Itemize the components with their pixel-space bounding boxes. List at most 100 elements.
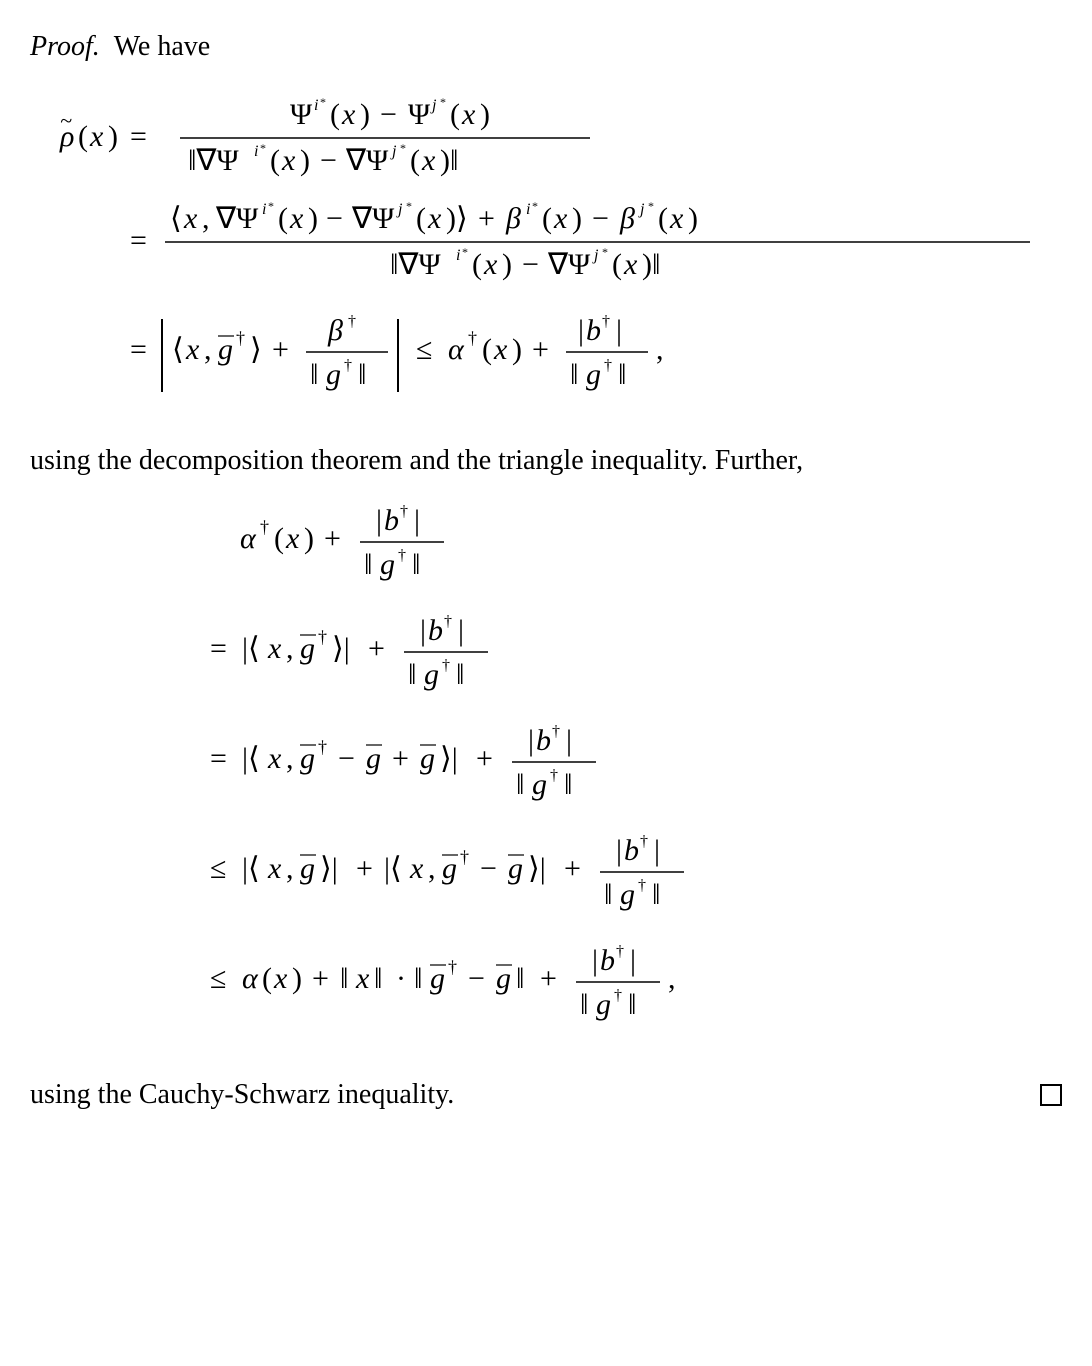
svg-text:(: ( bbox=[416, 202, 426, 235]
svg-text:†: † bbox=[460, 847, 469, 867]
svg-text:−: − bbox=[480, 852, 497, 885]
svg-text:x: x bbox=[461, 98, 476, 131]
svg-text:‖: ‖ bbox=[652, 878, 660, 911]
svg-text:⟩|: ⟩| bbox=[332, 632, 350, 665]
svg-text:j: j bbox=[638, 201, 645, 218]
proof-mid-text: using the decomposition theorem and the … bbox=[30, 442, 1062, 480]
svg-text:(: ( bbox=[78, 120, 88, 153]
svg-text:g: g bbox=[300, 632, 315, 665]
svg-text:−: − bbox=[522, 248, 539, 281]
svg-text:g: g bbox=[300, 852, 315, 885]
svg-text:g: g bbox=[586, 358, 601, 391]
svg-text:~: ~ bbox=[60, 108, 72, 133]
svg-text:): ) bbox=[300, 144, 310, 177]
svg-text:): ) bbox=[108, 120, 118, 153]
svg-text:‖: ‖ bbox=[516, 768, 524, 801]
svg-text:i: i bbox=[314, 97, 318, 114]
svg-text:|: | bbox=[578, 314, 584, 347]
svg-text:⟩|: ⟩| bbox=[528, 852, 546, 885]
svg-text:g: g bbox=[596, 988, 611, 1021]
svg-text:g: g bbox=[508, 852, 523, 885]
svg-text:x: x bbox=[185, 333, 200, 366]
svg-text:i: i bbox=[456, 247, 460, 264]
svg-text:†: † bbox=[552, 723, 560, 740]
svg-text:∇Ψ: ∇Ψ bbox=[351, 202, 395, 235]
svg-text:≤: ≤ bbox=[210, 852, 226, 885]
svg-text:=: = bbox=[130, 120, 147, 153]
proof-closing-line: using the Cauchy-Schwarz inequality. bbox=[30, 1076, 1062, 1114]
svg-text:x: x bbox=[553, 202, 568, 235]
svg-text:): ) bbox=[502, 248, 512, 281]
svg-text:x: x bbox=[267, 742, 282, 775]
svg-text:x: x bbox=[267, 632, 282, 665]
svg-text:*: * bbox=[268, 199, 274, 213]
svg-text:x: x bbox=[493, 333, 508, 366]
svg-text:*: * bbox=[320, 95, 326, 109]
svg-text:†: † bbox=[468, 328, 477, 348]
svg-text:)⟩: )⟩ bbox=[446, 202, 468, 235]
svg-text:|: | bbox=[414, 504, 420, 537]
svg-text:⟨: ⟨ bbox=[172, 333, 184, 366]
svg-text:): ) bbox=[512, 333, 522, 366]
svg-text:x: x bbox=[289, 202, 304, 235]
svg-text:‖: ‖ bbox=[412, 548, 420, 581]
svg-text:(: ( bbox=[270, 144, 280, 177]
svg-text:⟩|: ⟩| bbox=[320, 852, 338, 885]
svg-text:≤: ≤ bbox=[210, 962, 226, 995]
svg-text:‖: ‖ bbox=[408, 658, 416, 691]
svg-text:α: α bbox=[448, 333, 465, 366]
equation-block-2: α † ( x ) + | b † | ‖ g † ‖ = |⟨ x , g †… bbox=[30, 498, 1062, 1058]
svg-text:x: x bbox=[267, 852, 282, 885]
svg-text:g: g bbox=[420, 742, 435, 775]
svg-text:(: ( bbox=[330, 98, 340, 131]
svg-text:†: † bbox=[398, 547, 406, 564]
svg-text:b: b bbox=[428, 614, 443, 647]
svg-text:i: i bbox=[254, 143, 258, 160]
svg-text:g: g bbox=[424, 658, 439, 691]
svg-text:‖: ‖ bbox=[374, 962, 382, 995]
svg-text:|: | bbox=[616, 834, 622, 867]
svg-text:,: , bbox=[286, 632, 294, 665]
svg-text:,: , bbox=[668, 962, 676, 995]
svg-text:β: β bbox=[619, 202, 635, 235]
equation-2-svg: α † ( x ) + | b † | ‖ g † ‖ = |⟨ x , g †… bbox=[30, 498, 1060, 1058]
svg-text:‖: ‖ bbox=[414, 962, 422, 995]
svg-text:(: ( bbox=[612, 248, 622, 281]
svg-text:†: † bbox=[442, 657, 450, 674]
proof-closing-text: using the Cauchy-Schwarz inequality. bbox=[30, 1079, 454, 1110]
svg-text:*: * bbox=[648, 199, 654, 213]
svg-text:)‖: )‖ bbox=[642, 248, 660, 281]
svg-text:‖: ‖ bbox=[310, 358, 318, 391]
svg-text:): ) bbox=[304, 522, 314, 555]
svg-text:†: † bbox=[550, 767, 558, 784]
svg-text:): ) bbox=[572, 202, 582, 235]
svg-text:,: , bbox=[202, 202, 210, 235]
svg-text:⟩: ⟩ bbox=[250, 333, 262, 366]
svg-text:−: − bbox=[338, 742, 355, 775]
svg-text:=: = bbox=[210, 742, 227, 775]
svg-text:i: i bbox=[262, 201, 266, 218]
svg-text:g: g bbox=[366, 742, 381, 775]
svg-text:⟩|: ⟩| bbox=[440, 742, 458, 775]
svg-text:‖: ‖ bbox=[358, 358, 366, 391]
svg-text:†: † bbox=[344, 357, 352, 374]
svg-text:*: * bbox=[602, 245, 608, 259]
svg-text:†: † bbox=[640, 833, 648, 850]
svg-text:x: x bbox=[89, 120, 104, 153]
svg-text:x: x bbox=[285, 522, 300, 555]
svg-text:|⟨: |⟨ bbox=[242, 852, 260, 885]
svg-text:|: | bbox=[420, 614, 426, 647]
proof-heading-line: Proof. We have bbox=[30, 28, 1062, 66]
svg-text:(: ( bbox=[482, 333, 492, 366]
svg-text:‖: ‖ bbox=[456, 658, 464, 691]
svg-text:g: g bbox=[300, 742, 315, 775]
svg-text:β: β bbox=[505, 202, 521, 235]
svg-text:‖: ‖ bbox=[604, 878, 612, 911]
svg-text:x: x bbox=[273, 962, 288, 995]
svg-text:j: j bbox=[430, 97, 437, 114]
svg-text:g: g bbox=[620, 878, 635, 911]
svg-text:|: | bbox=[566, 724, 572, 757]
svg-text:+: + bbox=[564, 852, 581, 885]
svg-text:): ) bbox=[308, 202, 318, 235]
svg-text:g: g bbox=[326, 358, 341, 391]
